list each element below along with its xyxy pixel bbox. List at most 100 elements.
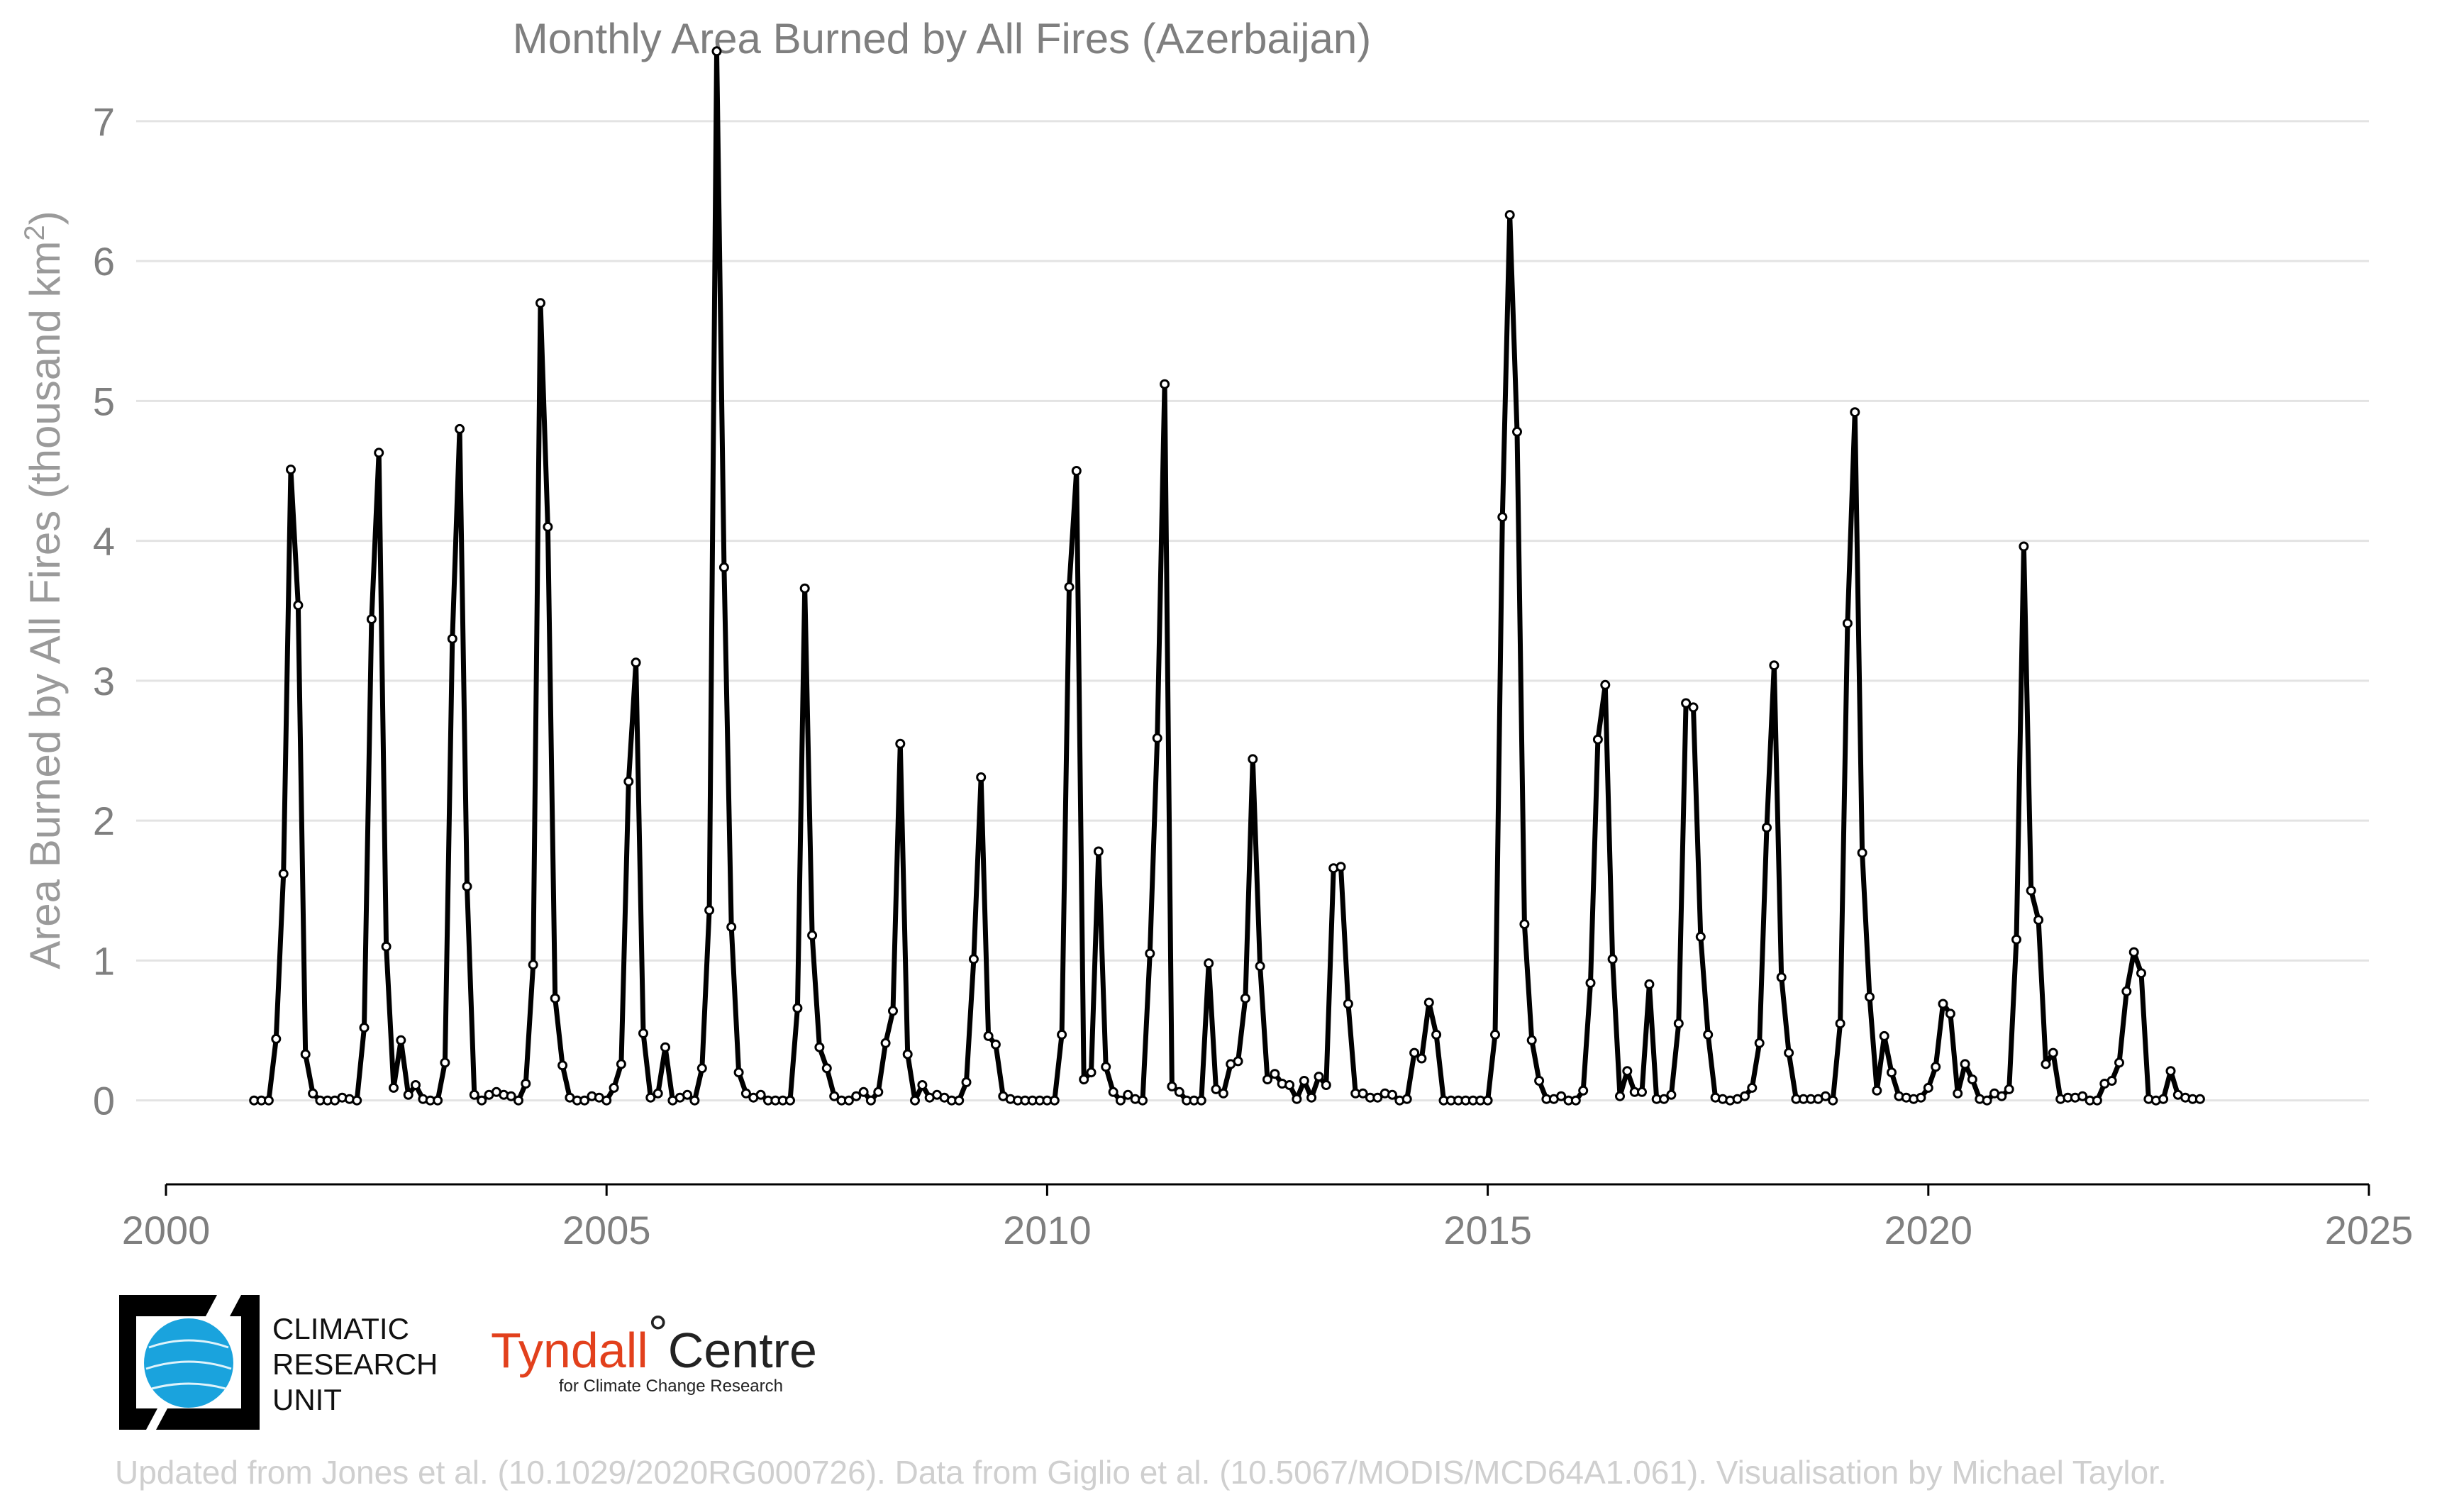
- data-point: [1145, 948, 1155, 959]
- data-point: [1482, 1095, 1493, 1106]
- data-point: [1152, 733, 1162, 743]
- data-point: [2026, 885, 2036, 896]
- data-point: [1431, 1029, 1442, 1040]
- data-point: [440, 1057, 450, 1068]
- data-point: [381, 941, 392, 952]
- data-point: [447, 633, 457, 644]
- data-point: [1997, 1091, 2007, 1101]
- data-point: [506, 1091, 516, 1101]
- y-tick-label: 2: [93, 799, 115, 843]
- data-point: [1916, 1092, 1926, 1103]
- data-point: [550, 993, 560, 1004]
- data-point: [1071, 466, 1082, 476]
- y-axis-label-close: ): [21, 211, 69, 225]
- data-point: [1526, 1035, 1537, 1045]
- cru-logo-globe: [144, 1318, 233, 1408]
- data-point: [1556, 1091, 1567, 1101]
- x-tick-label: 2015: [1443, 1208, 1532, 1252]
- data-point: [1982, 1095, 1992, 1106]
- data-point: [814, 1042, 825, 1052]
- data-point: [1600, 679, 1611, 690]
- data-point: [858, 1086, 869, 1097]
- data-point: [1167, 1081, 1177, 1091]
- x-tick-label: 2000: [122, 1208, 211, 1252]
- data-point: [2136, 968, 2146, 979]
- data-point: [1644, 979, 1655, 989]
- data-point: [799, 583, 810, 594]
- data-point: [1255, 961, 1265, 972]
- data-point: [293, 600, 304, 611]
- data-point: [1828, 1095, 1838, 1106]
- data-point: [983, 1030, 994, 1041]
- data-point: [1314, 1072, 1324, 1082]
- data-point: [403, 1089, 413, 1100]
- series-line: [254, 48, 2200, 1104]
- data-point: [1336, 862, 1346, 872]
- data-point: [954, 1095, 965, 1106]
- data-point: [1615, 1091, 1625, 1101]
- data-point: [352, 1095, 362, 1106]
- data-point: [2011, 934, 2021, 945]
- data-point: [902, 1049, 913, 1060]
- y-axis-label-text: Area Burned by All Fires (thousand km: [21, 241, 69, 969]
- data-point: [755, 1089, 766, 1100]
- data-point: [1784, 1047, 1794, 1058]
- data-point: [785, 1095, 795, 1106]
- data-point: [2128, 947, 2139, 957]
- data-point: [1953, 1088, 1963, 1099]
- data-point: [1416, 1053, 1427, 1064]
- data-point: [1585, 978, 1596, 988]
- series-markers: [249, 46, 2205, 1106]
- y-tick-label: 7: [93, 99, 115, 144]
- data-point: [733, 1067, 744, 1078]
- data-point: [263, 1095, 274, 1106]
- data-point: [2033, 915, 2044, 925]
- data-point: [1857, 847, 1867, 858]
- data-point: [689, 1095, 700, 1106]
- y-tick-label: 0: [93, 1079, 115, 1123]
- data-point: [1865, 991, 1875, 1002]
- data-point: [514, 1095, 523, 1106]
- data-point: [1754, 1038, 1765, 1048]
- data-point: [1057, 1029, 1067, 1040]
- data-point: [543, 521, 553, 532]
- data-point: [1108, 1086, 1118, 1097]
- data-point: [1931, 1062, 1941, 1072]
- data-point: [1299, 1076, 1309, 1086]
- data-point: [1688, 702, 1699, 713]
- data-point: [1204, 958, 1214, 969]
- data-point: [1160, 379, 1170, 389]
- data-point: [2019, 541, 2029, 552]
- data-point: [1292, 1094, 1302, 1104]
- tyndall-logo: Tyndall°Centre for Climate Change Resear…: [491, 1306, 817, 1396]
- data-point: [1960, 1059, 1970, 1069]
- cru-logo-bracket: [119, 1295, 260, 1430]
- data-point: [1512, 426, 1522, 437]
- data-point: [389, 1082, 399, 1093]
- data-point: [528, 960, 538, 970]
- data-point: [1321, 1080, 1331, 1090]
- data-point: [829, 1091, 840, 1101]
- data-point: [477, 1095, 487, 1106]
- data-point: [2092, 1095, 2102, 1106]
- data-point: [1262, 1074, 1272, 1085]
- data-point: [1401, 1094, 1412, 1104]
- data-point: [1093, 846, 1104, 857]
- data-point: [616, 1059, 626, 1069]
- data-point: [1842, 618, 1853, 628]
- y-tick-label: 1: [93, 938, 115, 983]
- data-point: [396, 1035, 406, 1045]
- data-point: [1101, 1062, 1111, 1072]
- data-point: [1490, 1029, 1500, 1040]
- data-point: [1284, 1080, 1295, 1090]
- data-point: [660, 1042, 670, 1052]
- data-point: [1673, 1018, 1684, 1029]
- data-point: [1358, 1088, 1368, 1099]
- data-point: [1570, 1095, 1581, 1106]
- data-point: [455, 423, 465, 434]
- chart-title: Monthly Area Burned by All Fires (Azerba…: [513, 15, 1372, 62]
- data-point: [1945, 1008, 1955, 1019]
- data-point: [1887, 1067, 1897, 1078]
- y-axis-label-superscript: 2: [19, 225, 50, 240]
